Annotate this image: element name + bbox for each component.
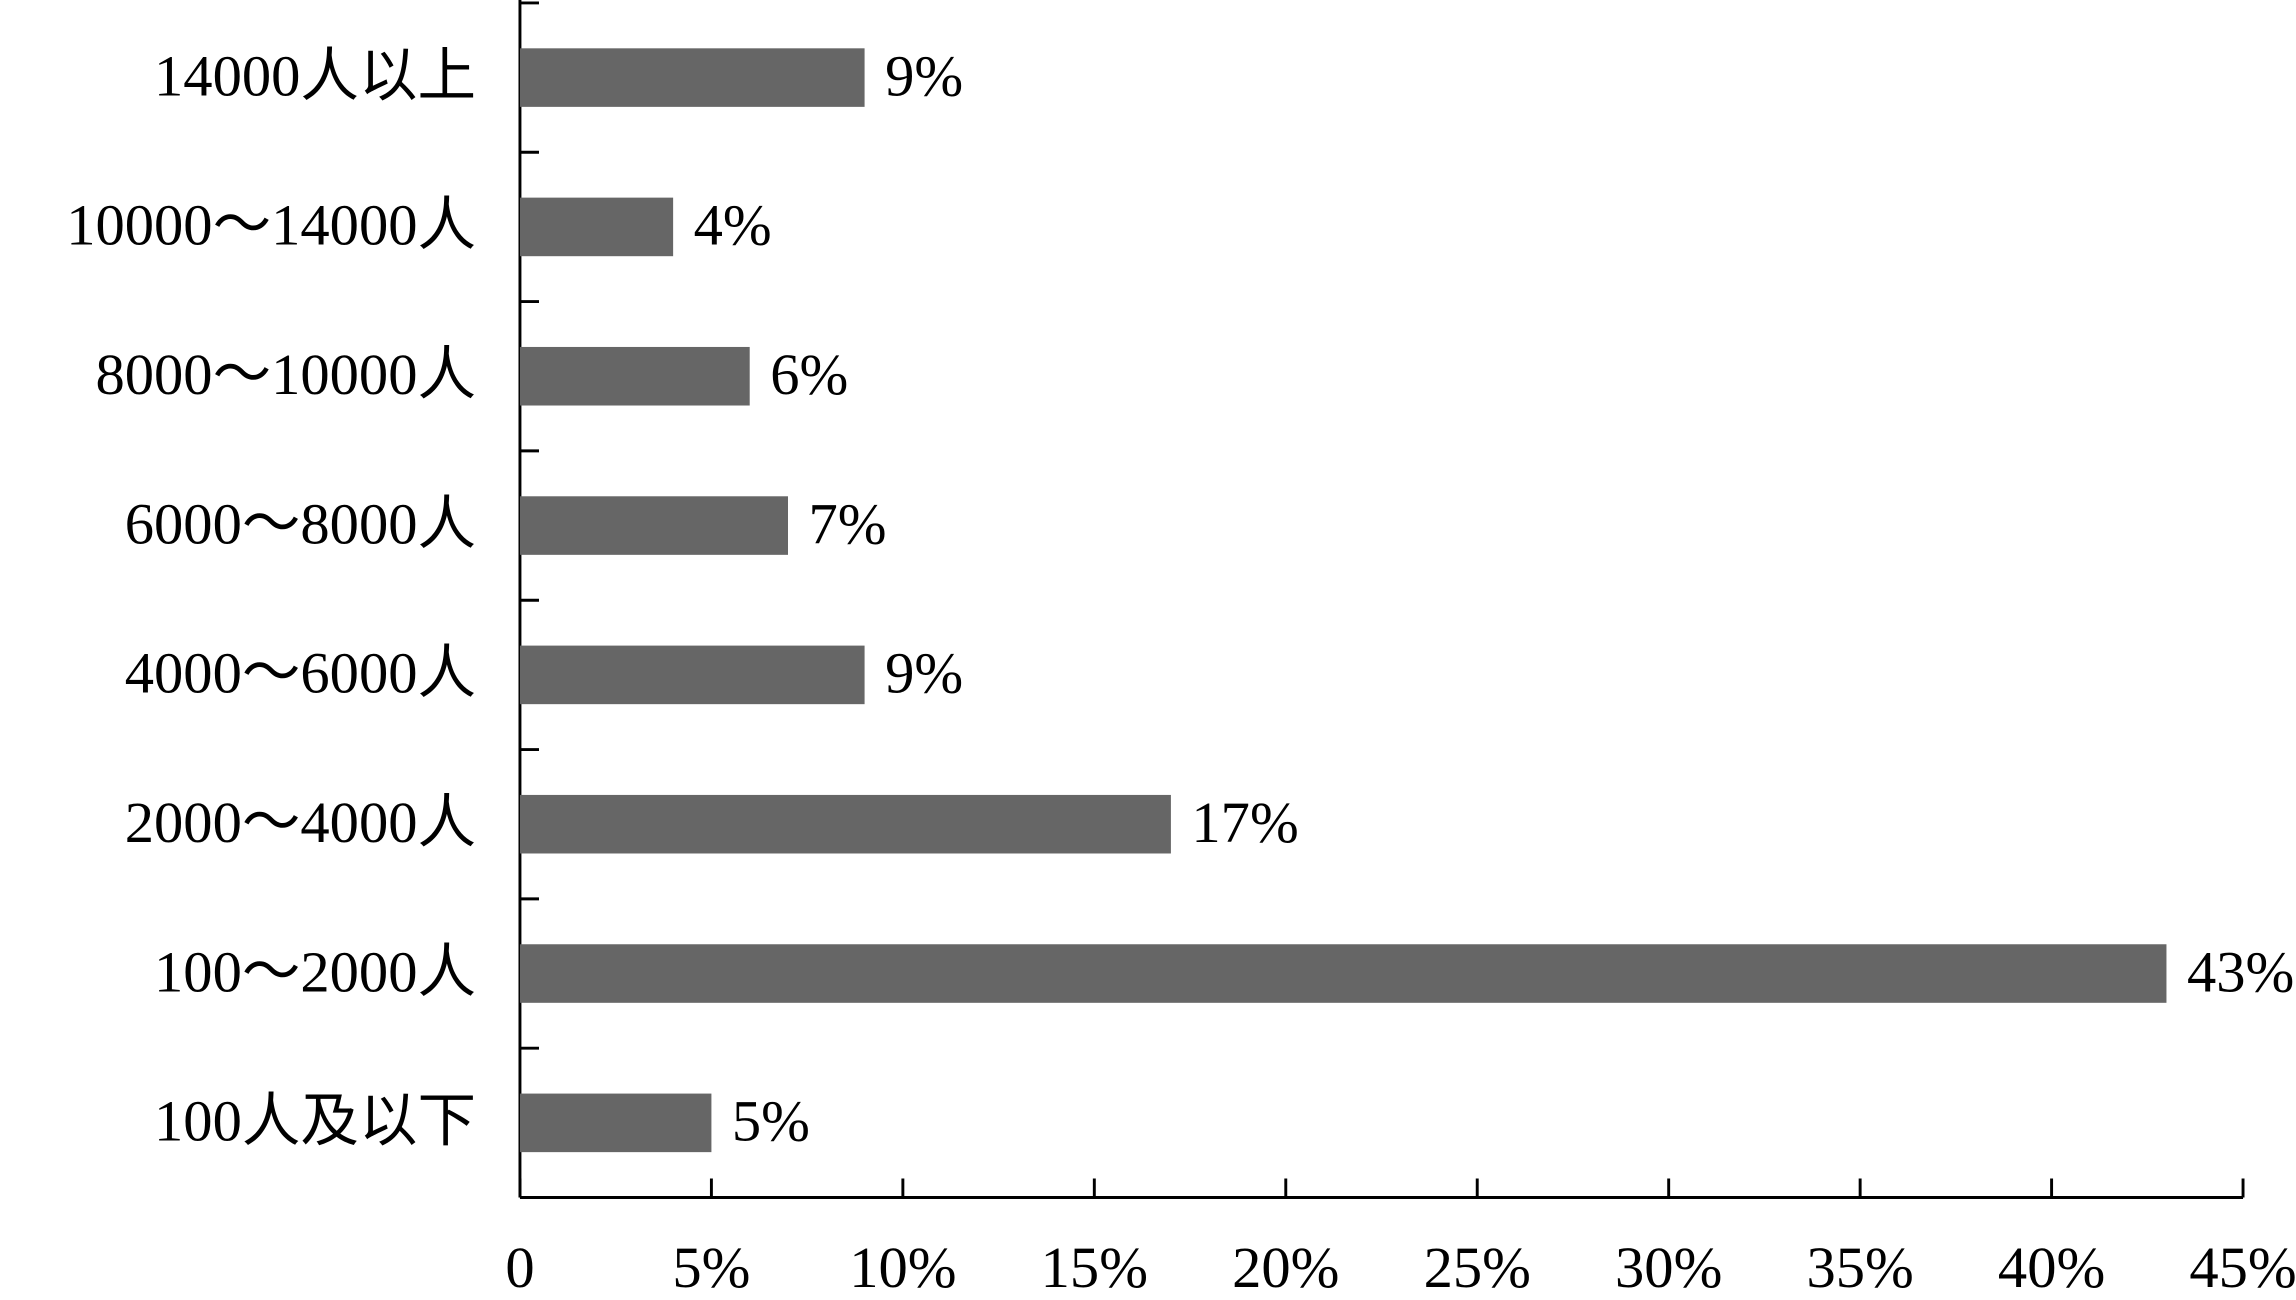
bar (519, 48, 865, 107)
bar (519, 346, 750, 406)
y-tick-label: 2000～4000人 (125, 790, 476, 855)
bar (519, 944, 2167, 1003)
x-tick-label: 35% (1806, 1235, 1913, 1300)
x-tick-label: 40% (1998, 1235, 2105, 1300)
bar (519, 794, 1171, 854)
x-tick-label: 20% (1232, 1235, 1339, 1300)
y-tick-label: 14000人以上 (154, 43, 476, 108)
y-tick-label: 8000～10000人 (95, 342, 476, 407)
y-tick-label: 6000～8000人 (125, 491, 476, 556)
data-label: 7% (808, 491, 886, 556)
x-tick-label: 45% (2189, 1235, 2296, 1300)
bar (519, 197, 674, 257)
data-label: 5% (732, 1089, 810, 1154)
data-label: 43% (2187, 939, 2294, 1004)
data-label: 4% (694, 193, 772, 258)
x-tick-label: 10% (849, 1235, 956, 1300)
y-tick-label: 10000～14000人 (66, 193, 476, 258)
x-tick-label: 0 (505, 1235, 534, 1300)
data-label: 6% (770, 342, 848, 407)
data-label: 9% (885, 43, 963, 108)
y-tick-label: 4000～6000人 (125, 641, 476, 706)
x-tick-label: 15% (1041, 1235, 1148, 1300)
data-label: 9% (885, 641, 963, 706)
y-tick-label: 100人及以下 (154, 1089, 476, 1154)
bar (519, 1093, 712, 1153)
x-tick-label: 30% (1615, 1235, 1722, 1300)
x-tick-label: 5% (672, 1235, 750, 1300)
y-tick-label: 100～2000人 (154, 939, 476, 1004)
data-label: 17% (1191, 790, 1298, 855)
bar (519, 496, 788, 555)
x-tick-label: 25% (1424, 1235, 1531, 1300)
bar (519, 645, 865, 705)
